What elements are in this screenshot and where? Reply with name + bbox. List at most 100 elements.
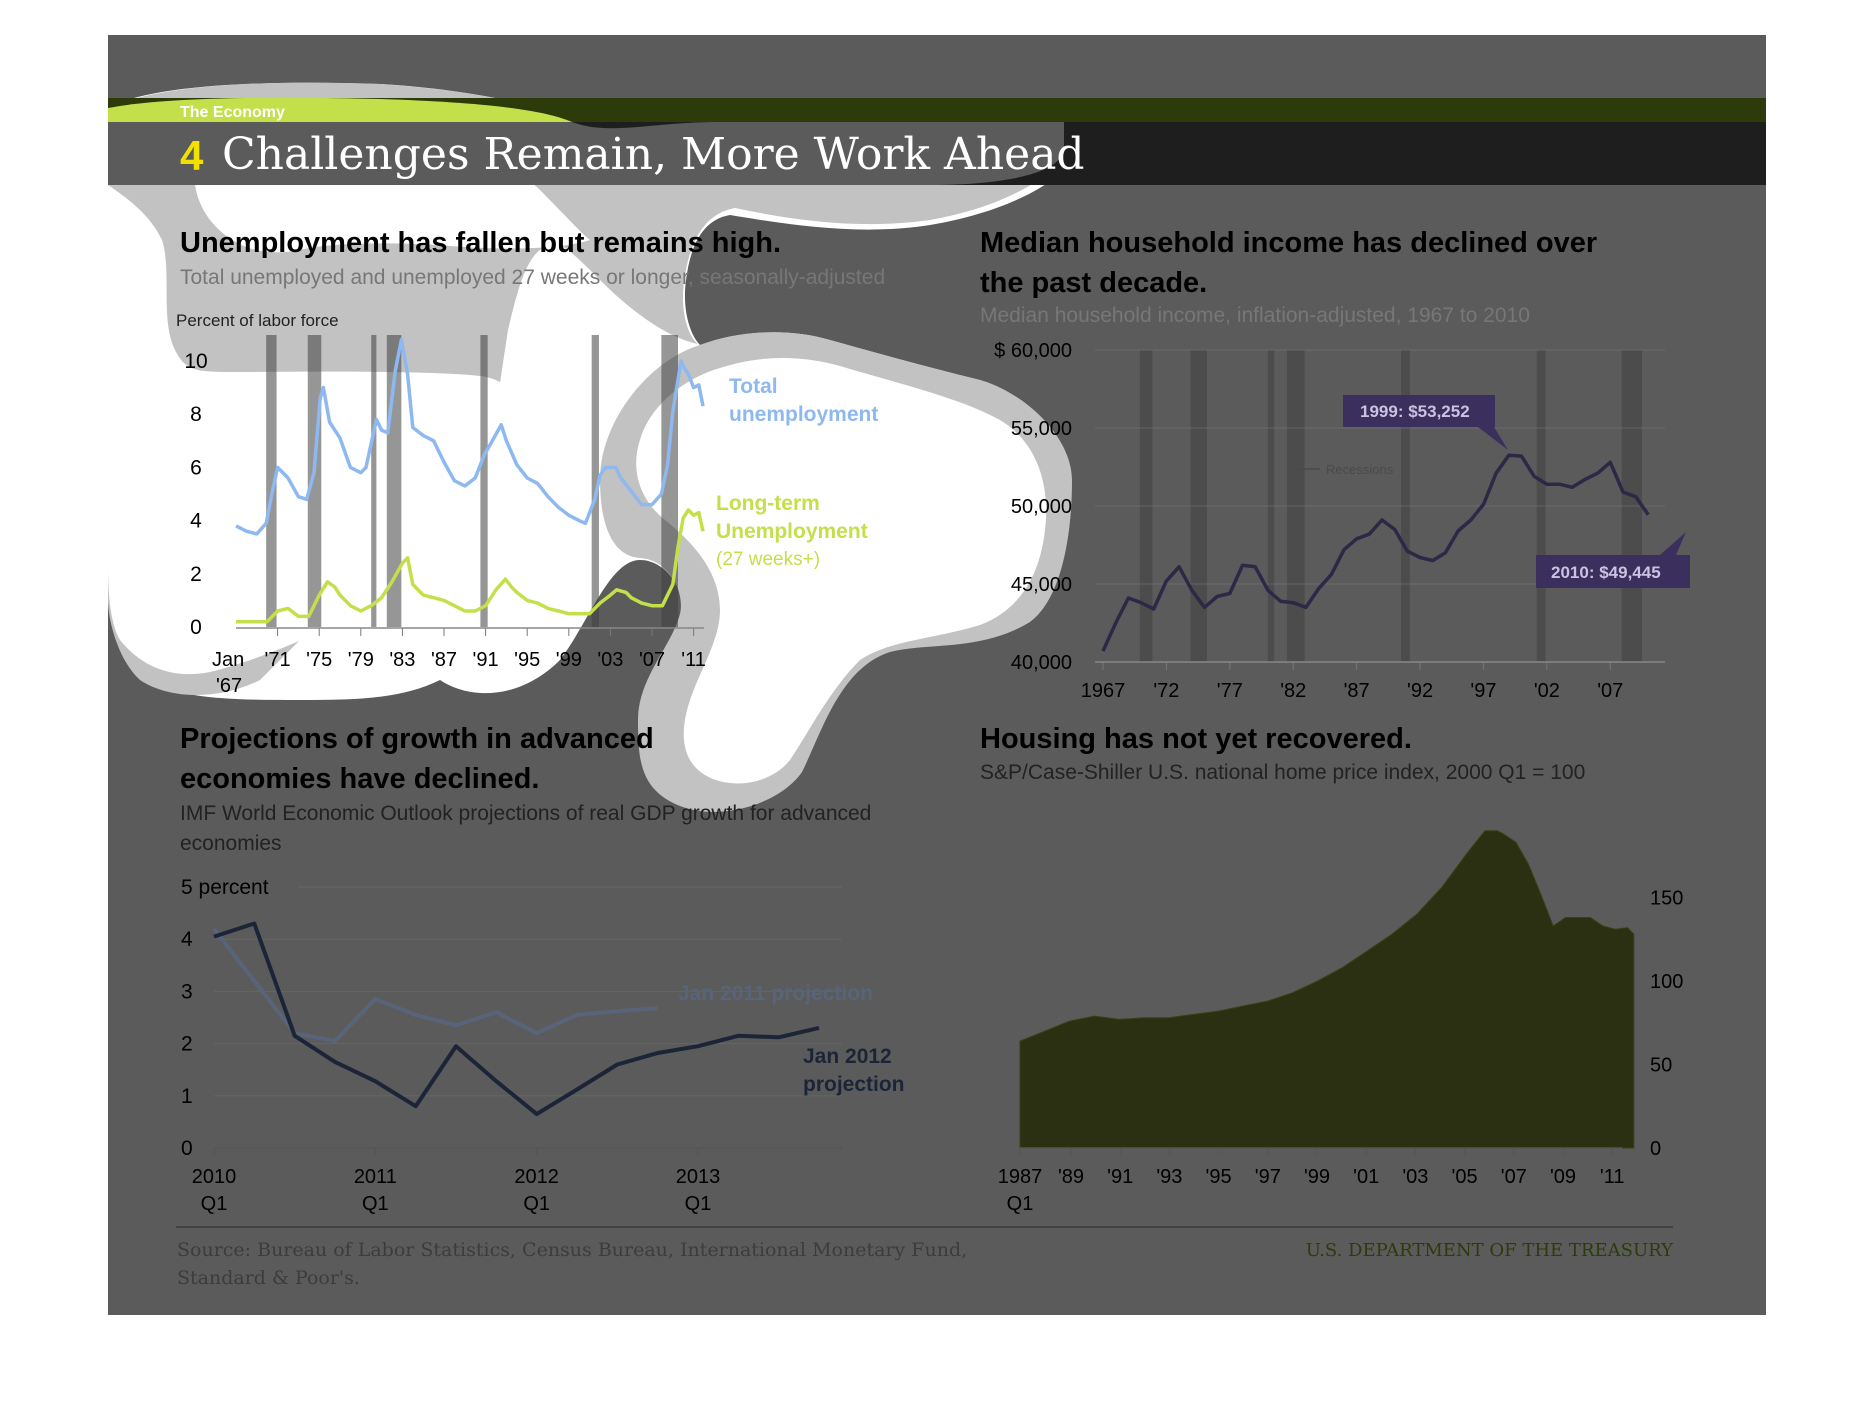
y-tick-label: 4 <box>181 928 193 951</box>
x-tick-label: '71 <box>265 649 291 671</box>
jan2012-projection-line <box>213 921 820 1117</box>
income-title-line2: the past decade. <box>980 267 1207 299</box>
x-tick-label-quarter: Q1 <box>1007 1193 1034 1215</box>
y-tick-label: 6 <box>190 456 202 479</box>
y-tick-label: 45,000 <box>1011 574 1072 596</box>
footer: Source: Bureau of Labor Statistics, Cens… <box>176 1226 1674 1289</box>
x-tick-label: '02 <box>1534 680 1560 702</box>
x-tick-label: '91 <box>1107 1166 1133 1188</box>
y-tick-label: 50,000 <box>1011 496 1072 518</box>
x-tick-label: '05 <box>1452 1166 1478 1188</box>
x-tick-label-quarter: Q1 <box>362 1193 389 1215</box>
x-tick-label: '75 <box>306 649 332 671</box>
recession-band-2 <box>371 335 377 627</box>
gdp-chart: 0 1 2 3 4 5 percent 2010 Q1 2011 Q1 2012 Q1 2013 Q1 <box>181 876 842 1215</box>
x-tick-label-quarter: Q1 <box>523 1193 550 1215</box>
unemployment-ylabel: Percent of labor force <box>176 311 339 330</box>
callout-1999-text: 1999: $53,252 <box>1360 402 1470 421</box>
unemployment-chart: 0 2 4 6 8 10 Jan '71 '75 '79 '83 '87 '91 '95 '99 '03 '07… <box>184 335 706 697</box>
label-longterm-line3: (27 weeks+) <box>716 549 820 570</box>
x-tick-label: '99 <box>556 649 582 671</box>
x-tick-label-quarter: Q1 <box>201 1193 228 1215</box>
x-tick-label: '03 <box>597 649 623 671</box>
label-total-line1: Total <box>729 375 778 398</box>
agency-name: U.S. DEPARTMENT OF THE TREASURY <box>1306 1240 1674 1261</box>
x-tick-label: '11 <box>1600 1166 1625 1188</box>
callout-2010-text: 2010: $49,445 <box>1551 563 1661 582</box>
recession-band-5 <box>591 335 599 627</box>
x-tick-label: '97 <box>1470 680 1496 702</box>
x-tick-label: '95 <box>1206 1166 1232 1188</box>
source-line1: Source: Bureau of Labor Statistics, Cens… <box>177 1239 967 1261</box>
y-tick-label: 1 <box>181 1085 193 1108</box>
x-tick-label: '87 <box>431 649 457 671</box>
unemployment-subtitle: Total unemployed and unemployed 27 weeks… <box>180 266 885 289</box>
label-jan2011: Jan 2011 projection <box>678 982 873 1005</box>
x-tick-label: '89 <box>1058 1166 1084 1188</box>
x-tick-label: '72 <box>1153 680 1179 702</box>
x-tick-label: '99 <box>1304 1166 1330 1188</box>
housing-title: Housing has not yet recovered. <box>980 723 1412 755</box>
x-tick-label: '87 <box>1344 680 1370 702</box>
gdp-title-line1: Projections of growth in advanced <box>180 723 654 755</box>
x-tick-label: 2013 <box>676 1166 721 1188</box>
header-title-highlight <box>108 122 1064 185</box>
x-tick-label: '95 <box>514 649 540 671</box>
header: The Economy 4 Challenges Remain, More Wo… <box>108 97 1766 185</box>
income-line <box>1101 453 1650 652</box>
jan2011-projection-line <box>212 927 658 1043</box>
housing-subtitle: S&P/Case-Shiller U.S. national home pric… <box>980 761 1585 784</box>
x-tick-label: '07 <box>1501 1166 1527 1188</box>
label-longterm-line1: Long-term <box>716 492 820 515</box>
y-tick-label: 2 <box>181 1033 193 1056</box>
y-tick-label: 3 <box>181 980 193 1003</box>
label-jan2012-line2: projection <box>803 1073 905 1096</box>
x-tick-label: '77 <box>1217 680 1243 702</box>
recession-band-4 <box>480 335 488 627</box>
section-number: 4 <box>180 132 204 179</box>
label-total-line2: unemployment <box>729 403 878 426</box>
recession-band-0 <box>266 335 277 627</box>
x-tick-label: '11 <box>681 649 706 671</box>
income-chart: 40,000 45,000 50,000 55,000 $ 60,000 1967 '72 '… <box>994 340 1665 702</box>
header-green-highlight <box>108 97 572 122</box>
label-jan2012-line1: Jan 2012 <box>803 1045 892 1068</box>
gdp-title-line2: economies have declined. <box>180 763 539 795</box>
x-tick-label: 1967 <box>1081 680 1126 702</box>
x-tick-label: '93 <box>1156 1166 1182 1188</box>
x-tick-label: '07 <box>639 649 665 671</box>
x-tick-label: '82 <box>1280 680 1306 702</box>
y-tick-label: 150 <box>1650 888 1683 910</box>
housing-chart: 0 50 100 150 1987 '89 '91 '93 '95 '97 '99 '01 '03 '05… <box>998 830 1683 1215</box>
recession-band-1 <box>307 335 322 627</box>
page-title: Challenges Remain, More Work Ahead <box>222 129 1085 180</box>
gdp-subtitle-line2: economies <box>180 832 282 855</box>
x-tick-label: '83 <box>389 649 415 671</box>
x-tick-label: '92 <box>1407 680 1433 702</box>
y-tick-label: 8 <box>190 403 202 426</box>
y-tick-label: 2 <box>190 563 202 586</box>
total-unemployment-line <box>235 337 705 536</box>
x-tick-label: '79 <box>348 649 374 671</box>
x-tick-label-quarter: Q1 <box>685 1193 712 1215</box>
y-tick-label: 40,000 <box>1011 652 1072 674</box>
recessions-legend: Recessions <box>1326 462 1394 477</box>
y-tick-label: 50 <box>1650 1055 1672 1077</box>
income-subtitle: Median household income, inflation-adjus… <box>980 304 1530 327</box>
y-tick-label: 0 <box>181 1137 193 1160</box>
long-term-unemployment-line <box>236 508 705 624</box>
panel-headings: Unemployment has fallen but remains high… <box>176 227 1597 855</box>
x-tick-label: 2012 <box>514 1166 559 1188</box>
x-tick-label: '09 <box>1550 1166 1576 1188</box>
x-tick-label: 2011 <box>354 1166 397 1188</box>
label-longterm-line2: Unemployment <box>716 520 868 543</box>
housing-area <box>1019 830 1635 1149</box>
gdp-subtitle-line1: IMF World Economic Outlook projections o… <box>180 802 871 825</box>
x-tick-label: Jan <box>212 649 244 671</box>
y-tick-label: 10 <box>184 350 207 373</box>
income-title-line1: Median household income has declined ove… <box>980 227 1597 259</box>
y-tick-label: $ 60,000 <box>994 340 1072 362</box>
x-tick-label: '01 <box>1353 1166 1379 1188</box>
x-tick-label: 2010 <box>192 1166 237 1188</box>
